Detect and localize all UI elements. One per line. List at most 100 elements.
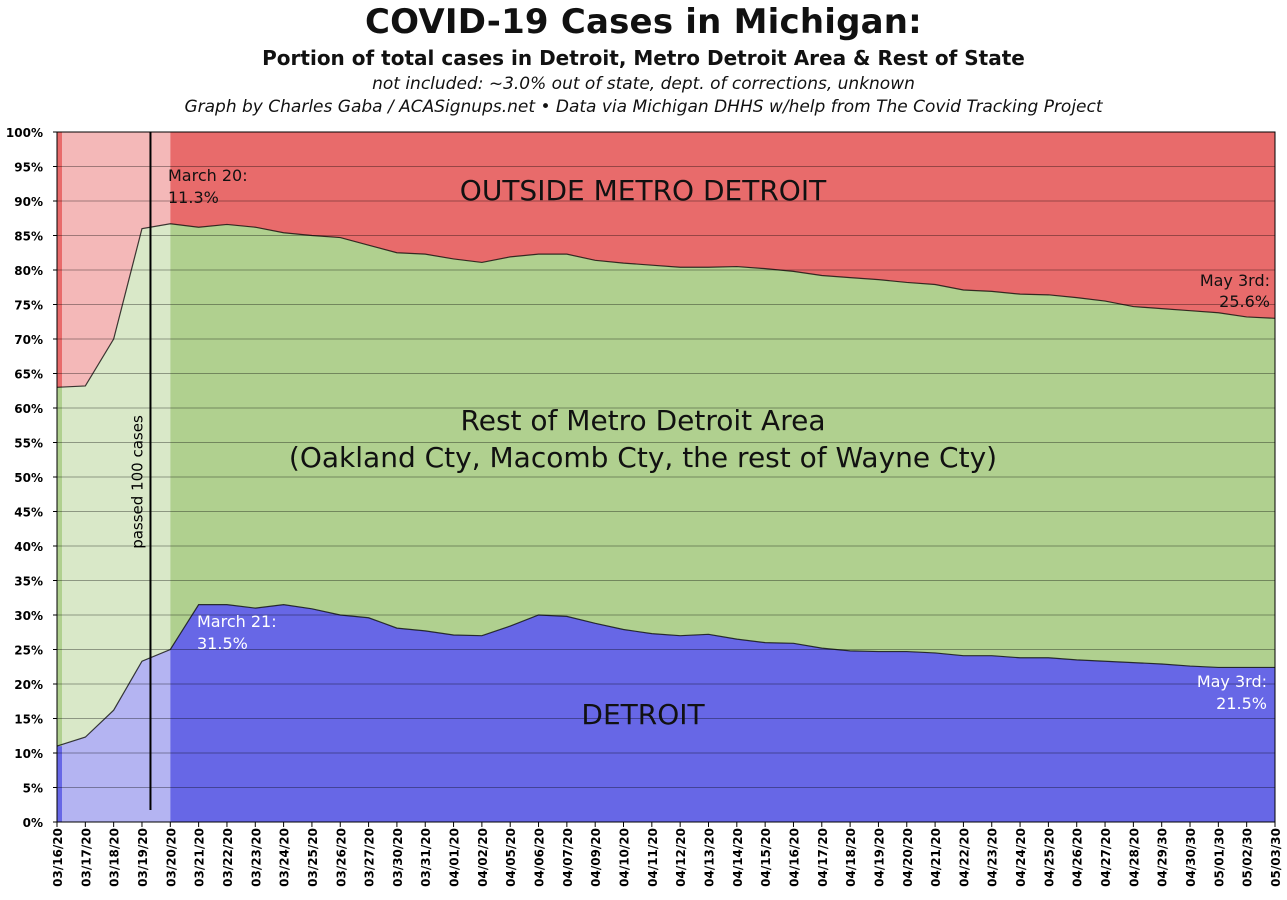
region-label-outside: OUTSIDE METRO DETROIT [460,174,827,207]
x-tick-label: 03/27/20 [363,828,377,887]
region-label-detroit: DETROIT [581,698,705,731]
area-outside-pre [57,132,171,388]
x-tick-label: 04/17/20 [816,828,830,887]
x-tick-label: 04/07/20 [561,828,575,887]
y-tick-label: 65% [14,368,43,382]
y-tick-label: 35% [14,575,43,589]
chart-title: COVID-19 Cases in Michigan: [365,2,922,42]
annotation-march21-value: 31.5% [197,634,248,653]
x-tick-label: 04/30/30 [1184,828,1198,887]
area-detroit-edge [57,746,62,822]
x-tick-label: 04/06/20 [533,828,547,887]
x-tick-label: 04/26/20 [1071,828,1085,887]
x-tick-label: 04/12/20 [674,828,688,887]
y-tick-label: 100% [6,126,43,140]
x-tick-label: 03/30/20 [391,828,405,887]
area-outside-edge [57,132,62,388]
y-tick-label: 5% [23,782,43,796]
x-tick-label: 04/09/20 [589,828,603,887]
y-tick-label: 90% [14,195,43,209]
annotation-may3-outside-date: May 3rd: [1200,271,1270,290]
y-tick-label: 50% [14,471,43,485]
x-tick-label: 04/28/20 [1127,828,1141,887]
x-tick-label: 03/25/20 [306,828,320,887]
y-tick-label: 40% [14,540,43,554]
y-tick-label: 55% [14,437,43,451]
y-tick-label: 95% [14,161,43,175]
x-tick-label: 03/24/20 [278,828,292,887]
y-tick-label: 85% [14,230,43,244]
annotation-may3-detroit-value: 21.5% [1216,694,1267,713]
y-tick-label: 60% [14,402,43,416]
area-layer [57,132,1275,822]
area-metro-edge [57,387,62,747]
x-tick-label: 04/05/20 [504,828,518,887]
x-tick-label: 04/27/20 [1099,828,1113,887]
area-metro-pre [57,223,171,747]
x-tick-labels: 03/16/20 03/17/20 03/18/20 03/19/20 03/20/20… [51,828,1283,887]
x-tick-label: 04/18/20 [844,828,858,887]
x-tick-label: 05/03/30 [1269,828,1283,887]
region-label-metro-line1: Rest of Metro Detroit Area [461,404,826,437]
y-tick-label: 45% [14,506,43,520]
x-tick-label: 04/20/20 [901,828,915,887]
x-tick-label: 03/20/20 [164,828,178,887]
outline-detroit [56,604,1275,747]
y-tick-label: 20% [14,678,43,692]
area-metro [170,223,1275,668]
exclusion-note: not included: ~3.0% out of state, dept. … [372,74,915,94]
x-tick-label: 04/19/20 [872,828,886,887]
credit-line: Graph by Charles Gaba / ACASignups.net •… [184,97,1103,117]
area-outside [170,132,1275,319]
x-tick-label: 03/23/20 [249,828,263,887]
x-tick-label: 04/29/30 [1156,828,1170,887]
y-tick-label: 25% [14,644,43,658]
x-tick-label: 04/15/20 [759,828,773,887]
axes [56,131,1276,827]
y-tick-label: 70% [14,333,43,347]
series-outlines [56,223,1276,747]
passed-100-cases-label: passed 100 cases [128,415,146,549]
y-tick-label: 80% [14,264,43,278]
x-tick-label: 03/22/20 [221,828,235,887]
x-tick-label: 04/16/20 [787,828,801,887]
x-tick-label: 03/18/20 [108,828,122,887]
y-tick-label: 15% [14,713,43,727]
x-tick-label: 04/14/20 [731,828,745,887]
x-tick-label: 05/01/30 [1212,828,1226,887]
x-tick-label: 04/23/20 [986,828,1000,887]
x-tick-label: 04/11/20 [646,828,660,887]
x-tick-label: 04/24/20 [1014,828,1028,887]
x-tick-label: 03/21/20 [193,828,207,887]
annotation-march20-value: 11.3% [168,188,219,207]
x-tick-label: 04/01/20 [448,828,462,887]
x-tick-label: 03/26/20 [334,828,348,887]
area-detroit [170,604,1275,822]
region-label-metro-line2: (Oakland Cty, Macomb Cty, the rest of Wa… [289,441,997,474]
x-tick-label: 03/16/20 [51,828,65,887]
annotation-may3-outside-value: 25.6% [1219,292,1270,311]
area-detroit-pre [57,649,171,822]
x-tick-label: 05/02/30 [1241,828,1255,887]
y-tick-label: 30% [14,609,43,623]
y-tick-labels: 0% 5% 10% 15% 20% 25% 30% 35% 40% 45% 50% 55% 60% 65%… [6,126,43,830]
annotation-may3-detroit-date: May 3rd: [1197,672,1267,691]
x-tick-label: 04/02/20 [476,828,490,887]
x-tick-label: 03/19/20 [136,828,150,887]
annotation-march21-date: March 21: [197,612,277,631]
plot-frame [56,131,1276,823]
x-tick-label: 04/21/20 [929,828,943,887]
y-tick-label: 10% [14,747,43,761]
x-tick-label: 04/13/20 [702,828,716,887]
x-tick-label: 03/17/20 [79,828,93,887]
outline-metro [56,223,1276,388]
y-tick-label: 75% [14,299,43,313]
annotation-march20-date: March 20: [168,166,248,185]
chart-subtitle: Portion of total cases in Detroit, Metro… [262,46,1025,70]
y-tick-label: 0% [23,816,43,830]
x-tick-label: 04/25/20 [1042,828,1056,887]
x-tick-label: 04/22/20 [957,828,971,887]
x-tick-label: 04/10/20 [618,828,632,887]
x-tick-label: 03/31/20 [419,828,433,887]
